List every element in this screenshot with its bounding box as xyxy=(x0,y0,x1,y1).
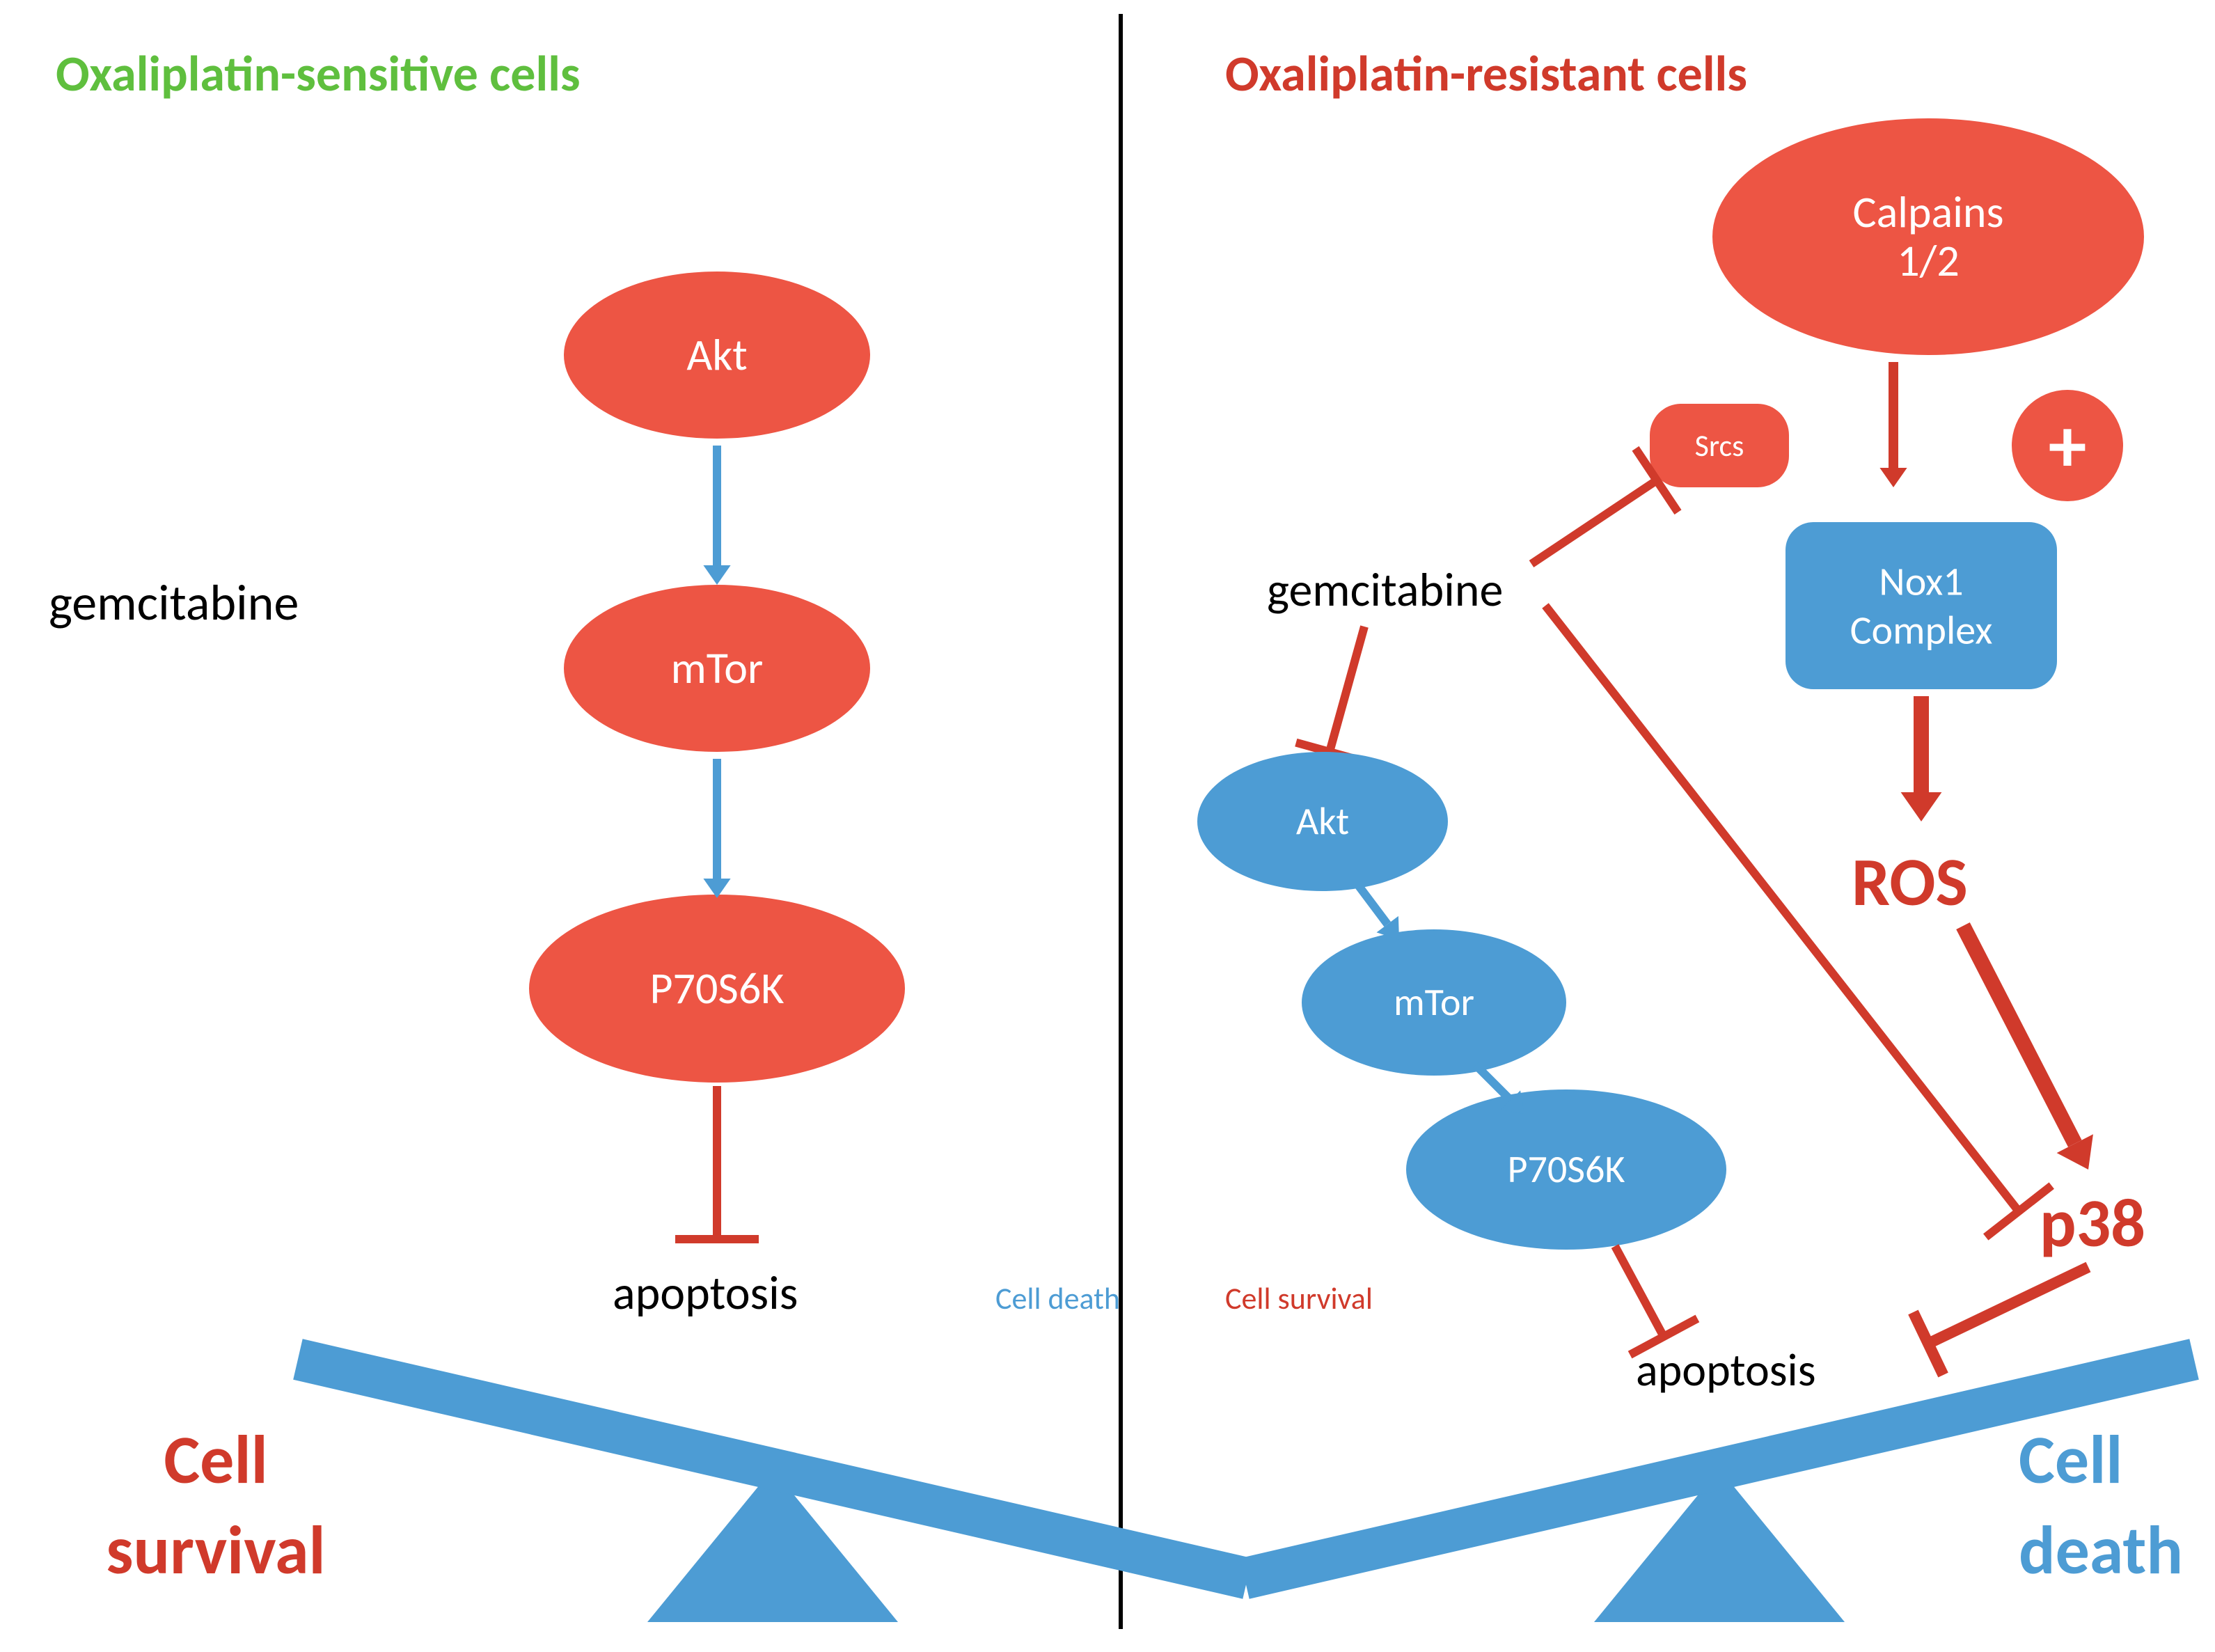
right-akt-node-label: Akt xyxy=(1296,798,1349,845)
right-inhibit-gem-akt xyxy=(1330,627,1364,752)
right-nox-node-label1: Nox1 xyxy=(1879,557,1963,606)
right-inhibit-gem-srcs xyxy=(1531,480,1657,564)
right-arrow-nox-ros-head xyxy=(1901,792,1942,821)
left-mtor-node-label: mTor xyxy=(671,641,764,695)
right-calpains-node-label1: Calpains xyxy=(1852,185,2003,239)
right-calpains-node-label2: 1/2 xyxy=(1897,234,1960,288)
left-gemcitabine-label: gemcitabine xyxy=(49,572,299,634)
right-arrow-akt-mtor xyxy=(1357,884,1387,925)
left-arrow-akt-mtor-head xyxy=(703,565,730,585)
right-apoptosis-label: apoptosis xyxy=(1636,1342,1816,1398)
left-cell-survival-2: survival xyxy=(106,1509,325,1592)
right-cell-death-1: Cell xyxy=(2019,1419,2122,1502)
left-cell-survival-1: Cell xyxy=(164,1419,267,1502)
left-p70s6k-node-label: P70S6K xyxy=(649,961,784,1016)
right-inhibit-p70-apoptosis xyxy=(1615,1246,1664,1337)
right-srcs-node-label: Srcs xyxy=(1695,427,1744,464)
right-ros-label: ROS xyxy=(1852,841,1968,924)
left-title: Oxaliplatin-sensitive cells xyxy=(56,43,581,104)
right-arrow-ros-p38 xyxy=(1963,926,2075,1144)
right-arrow-calpains-nox-head xyxy=(1879,468,1907,487)
right-nox-node-label2: Complex xyxy=(1850,605,1993,654)
right-cell-death-2: death xyxy=(2019,1509,2183,1592)
left-cell-death-small: Cell death xyxy=(995,1280,1120,1317)
right-mtor-node-label: mTor xyxy=(1394,979,1474,1026)
right-p70s6k-node-label: P70S6K xyxy=(1508,1146,1625,1193)
right-inhibit-p38-apoptosis xyxy=(1928,1267,2088,1344)
left-akt-node-label: Akt xyxy=(686,328,747,382)
right-plus-node-label: + xyxy=(2049,399,2087,493)
right-p38-label: p38 xyxy=(2040,1182,2145,1265)
left-apoptosis-label: apoptosis xyxy=(613,1264,798,1322)
right-arrow-mtor-p70 xyxy=(1476,1065,1511,1100)
right-gemcitabine-label: gemcitabine xyxy=(1267,561,1503,619)
right-title: Oxaliplatin-resistant cells xyxy=(1225,43,1747,104)
right-cell-survival-small: Cell survival xyxy=(1225,1280,1373,1317)
